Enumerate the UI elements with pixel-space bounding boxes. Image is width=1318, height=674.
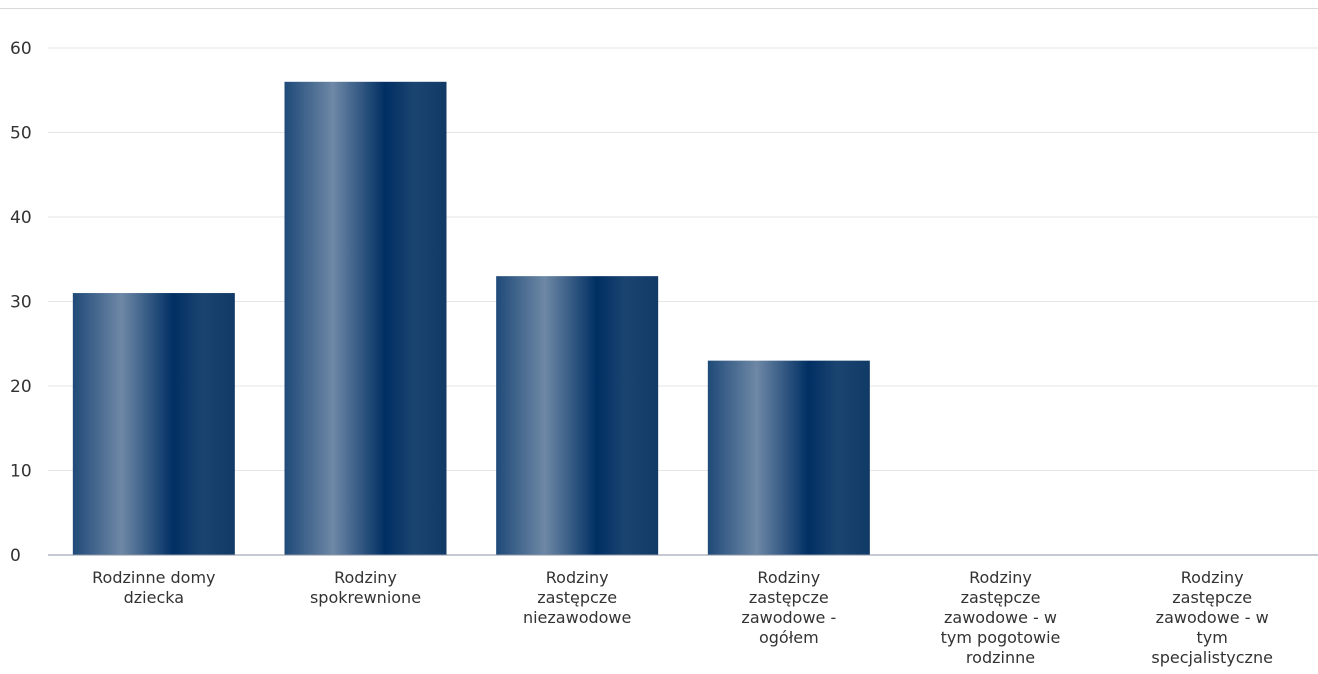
x-category-label: Rodzinne domy dziecka xyxy=(92,568,215,607)
bars xyxy=(72,81,870,556)
y-tick-label: 0 xyxy=(10,546,21,566)
y-axis-tick-labels: 0 10 20 30 40 50 60 xyxy=(10,39,32,566)
bar[interactable] xyxy=(707,360,870,555)
x-category-label: Rodziny zastępcze zawodowe - w tym specjalis… xyxy=(1151,568,1273,667)
bar[interactable] xyxy=(284,81,447,556)
gridlines xyxy=(48,47,1318,471)
bar[interactable] xyxy=(496,276,659,555)
y-tick-label: 50 xyxy=(10,124,32,144)
y-tick-label: 30 xyxy=(10,293,32,313)
bar[interactable] xyxy=(72,293,235,555)
y-tick-label: 40 xyxy=(10,208,32,228)
top-border-line xyxy=(0,8,1318,9)
x-category-label: Rodziny zastępcze niezawodowe xyxy=(523,568,631,627)
y-tick-label: 60 xyxy=(10,39,32,59)
x-axis-category-labels: Rodzinne domy dziecka Rodziny spokrewnione R… xyxy=(92,568,1273,667)
y-tick-label: 10 xyxy=(10,462,32,482)
x-category-label: Rodziny zastępcze zawodowe - w tym pogotowi… xyxy=(941,568,1061,667)
x-category-label: Rodziny spokrewnione xyxy=(310,568,421,607)
x-category-label: Rodziny zastępcze zawodowe -ogółem xyxy=(741,568,836,647)
y-tick-label: 20 xyxy=(10,377,32,397)
